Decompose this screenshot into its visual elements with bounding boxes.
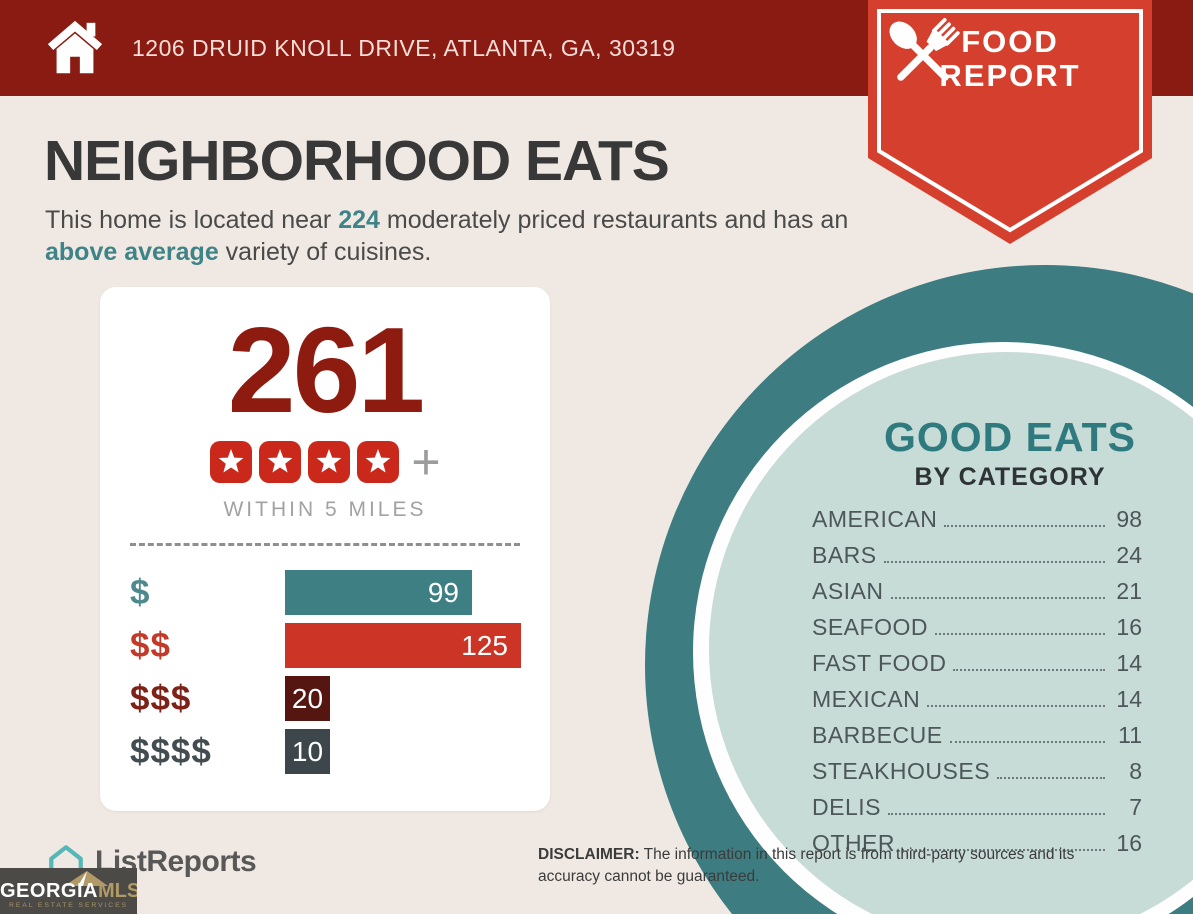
mls-tagline: REAL ESTATE SERVICES <box>9 902 128 909</box>
category-row: STEAKHOUSES 8 <box>812 758 1142 785</box>
category-label: BARS <box>812 542 877 568</box>
category-value: 11 <box>1118 722 1142 748</box>
price-tier-label: $ <box>130 572 151 612</box>
category-label: STEAKHOUSES <box>812 758 991 784</box>
dotted-leader <box>953 669 1105 671</box>
dotted-leader <box>927 705 1105 707</box>
price-tier-label: $$$$ <box>130 731 212 771</box>
price-bar-value: 10 <box>291 735 324 767</box>
ribbon-banner-shape <box>868 0 1152 244</box>
price-bar-row: $$$ 20 <box>130 676 521 721</box>
food-report-ribbon: FOOD REPORT <box>868 0 1152 250</box>
category-label: SEAFOOD <box>812 614 928 640</box>
category-value: 7 <box>1129 794 1142 820</box>
category-value: 98 <box>1116 506 1142 532</box>
category-row: AMERICAN 98 <box>812 506 1142 533</box>
star-rating: + <box>100 434 550 490</box>
category-label: FAST FOOD <box>812 650 947 676</box>
home-icon <box>47 20 103 74</box>
intro-text: This home is located near 224 moderately… <box>45 204 855 268</box>
price-bar-row: $$ 125 <box>130 623 521 668</box>
georgia-mls-logo: GEORGIAMLS REAL ESTATE SERVICES <box>0 868 137 914</box>
category-label: OTHER <box>812 830 895 856</box>
plus-sign: + <box>411 434 441 490</box>
category-row: BARBECUE 11 <box>812 722 1142 749</box>
price-bar-value: 125 <box>461 629 508 661</box>
intro-pre: This home is located near <box>45 206 339 234</box>
restaurant-summary-card: 261 + WITHIN 5 MILES $99 $$ 125 $$$ 20 $$$$ 10 <box>100 287 550 811</box>
ribbon-title-line1: FOOD <box>961 24 1059 59</box>
header-bar: 1206 DRUID KNOLL DRIVE, ATLANTA, GA, 303… <box>0 0 1193 96</box>
category-label: MEXICAN <box>812 686 921 712</box>
radius-caption: WITHIN 5 MILES <box>223 498 427 521</box>
price-bar-row: $99 <box>130 570 521 615</box>
category-row: BARS 24 <box>812 542 1142 569</box>
category-row: DELIS 7 <box>812 794 1142 821</box>
good-eats-title: GOOD EATS <box>884 414 1136 460</box>
star-icon <box>259 441 302 483</box>
price-bar: 20 <box>285 676 330 721</box>
category-value: 21 <box>1116 578 1142 604</box>
dotted-leader <box>934 633 1105 635</box>
price-bar-value: 99 <box>427 576 459 608</box>
dotted-leader <box>902 849 1105 851</box>
disclaimer-text: The information in this report is from t… <box>538 846 1075 885</box>
category-label: ASIAN <box>812 578 884 604</box>
page-title: NEIGHBORHOOD EATS <box>44 129 670 193</box>
price-bar: 10 <box>285 729 330 774</box>
category-value: 14 <box>1116 650 1142 676</box>
category-row: MEXICAN 14 <box>812 686 1142 713</box>
category-value: 8 <box>1129 758 1142 784</box>
category-row: ASIAN 21 <box>812 578 1142 605</box>
dotted-leader <box>997 777 1105 779</box>
ribbon-title-line2: REPORT <box>939 58 1081 93</box>
dashed-divider <box>130 543 520 546</box>
mls-mountain-icon <box>64 871 108 886</box>
dotted-leader <box>887 813 1105 815</box>
spoon-fork-icon <box>889 18 960 81</box>
price-bar-row: $$$$ 10 <box>130 729 521 774</box>
category-value: 16 <box>1116 830 1142 856</box>
category-row: SEAFOOD 16 <box>812 614 1142 641</box>
good-eats-heading: GOOD EATS BY CATEGORY <box>820 414 1193 492</box>
good-eats-subtitle: BY CATEGORY <box>914 463 1106 491</box>
restaurant-count: 224 <box>338 206 380 234</box>
property-address: 1206 DRUID KNOLL DRIVE, ATLANTA, GA, 303… <box>132 34 676 61</box>
price-bar: 99 <box>285 570 472 615</box>
disclaimer-label: DISCLAIMER: <box>538 846 640 863</box>
dotted-leader <box>883 561 1105 563</box>
price-tier-label: $$$ <box>130 678 192 718</box>
total-restaurants: 261 <box>227 302 426 438</box>
intro-mid: moderately priced restaurants and has an <box>379 206 849 234</box>
price-bar-value: 20 <box>291 682 324 714</box>
star-icon <box>357 441 400 483</box>
category-value: 24 <box>1116 542 1142 568</box>
mls-wordmark: GEORGIAMLS <box>0 880 137 902</box>
category-row: OTHER 16 <box>812 830 1142 857</box>
dotted-leader <box>944 525 1105 527</box>
category-row: FAST FOOD 14 <box>812 650 1142 677</box>
category-label: BARBECUE <box>812 722 943 748</box>
price-tier-label: $$ <box>130 625 171 665</box>
dotted-leader <box>949 741 1105 743</box>
dotted-leader <box>890 597 1105 599</box>
intro-highlight: above average <box>45 238 219 266</box>
price-tier-bar-chart: $99 $$ 125 $$$ 20 $$$$ 10 <box>130 570 521 774</box>
category-label: AMERICAN <box>812 506 938 532</box>
intro-post: variety of cuisines. <box>218 238 432 266</box>
category-label: DELIS <box>812 794 881 820</box>
category-list: AMERICAN 98 BARS 24 ASIAN 21 SEAFOOD 16 FAST FOO… <box>812 506 1142 866</box>
disclaimer: DISCLAIMER: The information in this repo… <box>538 844 1098 887</box>
category-value: 14 <box>1116 686 1142 712</box>
star-icon <box>308 441 351 483</box>
category-value: 16 <box>1116 614 1142 640</box>
star-icon <box>210 441 253 483</box>
price-bar: 125 <box>285 623 521 668</box>
